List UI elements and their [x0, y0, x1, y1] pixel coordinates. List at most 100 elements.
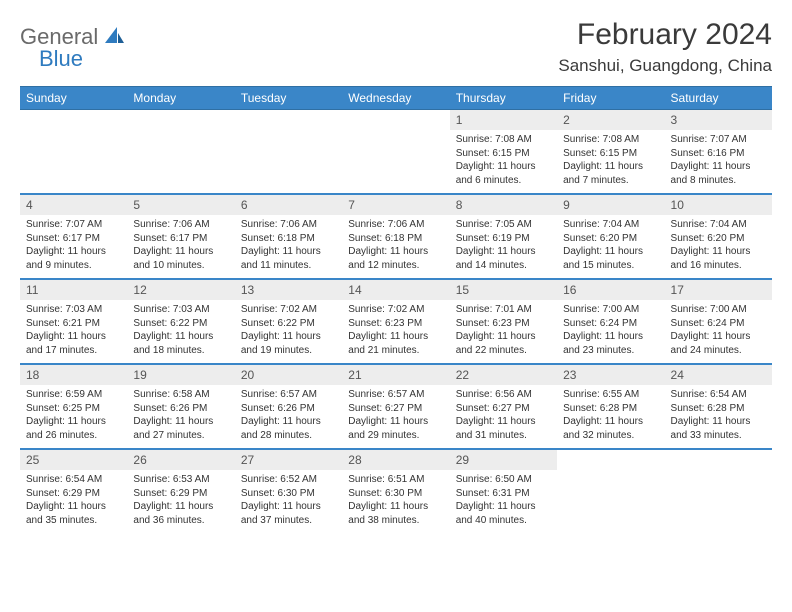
sunset-text: Sunset: 6:29 PM [26, 487, 121, 501]
daylight-text: Daylight: 11 hours and 21 minutes. [348, 330, 443, 357]
day-details [342, 130, 449, 186]
day-number: 25 [20, 450, 127, 470]
dow-saturday: Saturday [665, 87, 772, 110]
sunrise-text: Sunrise: 7:00 AM [563, 303, 658, 317]
daylight-text: Daylight: 11 hours and 14 minutes. [456, 245, 551, 272]
day-details [557, 470, 664, 526]
day-details: Sunrise: 7:00 AMSunset: 6:24 PMDaylight:… [665, 300, 772, 363]
sunset-text: Sunset: 6:24 PM [671, 317, 766, 331]
day-details: Sunrise: 7:08 AMSunset: 6:15 PMDaylight:… [450, 130, 557, 193]
sunset-text: Sunset: 6:30 PM [348, 487, 443, 501]
sunset-text: Sunset: 6:28 PM [671, 402, 766, 416]
sunset-text: Sunset: 6:27 PM [456, 402, 551, 416]
calendar-day-cell: 8Sunrise: 7:05 AMSunset: 6:19 PMDaylight… [450, 194, 557, 279]
calendar-body: 1Sunrise: 7:08 AMSunset: 6:15 PMDaylight… [20, 110, 772, 534]
day-number: 10 [665, 195, 772, 215]
sunrise-text: Sunrise: 7:08 AM [563, 133, 658, 147]
day-details: Sunrise: 7:03 AMSunset: 6:21 PMDaylight:… [20, 300, 127, 363]
calendar-day-cell: 7Sunrise: 7:06 AMSunset: 6:18 PMDaylight… [342, 194, 449, 279]
calendar-day-cell: 14Sunrise: 7:02 AMSunset: 6:23 PMDayligh… [342, 279, 449, 364]
sunrise-text: Sunrise: 7:08 AM [456, 133, 551, 147]
day-details: Sunrise: 6:59 AMSunset: 6:25 PMDaylight:… [20, 385, 127, 448]
day-number [127, 110, 234, 130]
daylight-text: Daylight: 11 hours and 10 minutes. [133, 245, 228, 272]
calendar-day-cell [235, 110, 342, 195]
day-number: 22 [450, 365, 557, 385]
sunrise-text: Sunrise: 7:03 AM [26, 303, 121, 317]
day-details: Sunrise: 7:00 AMSunset: 6:24 PMDaylight:… [557, 300, 664, 363]
day-details: Sunrise: 7:05 AMSunset: 6:19 PMDaylight:… [450, 215, 557, 278]
calendar-day-cell: 5Sunrise: 7:06 AMSunset: 6:17 PMDaylight… [127, 194, 234, 279]
sunrise-text: Sunrise: 7:04 AM [671, 218, 766, 232]
title-block: February 2024 Sanshui, Guangdong, China [558, 18, 772, 76]
sunrise-text: Sunrise: 7:07 AM [26, 218, 121, 232]
sunrise-text: Sunrise: 7:07 AM [671, 133, 766, 147]
day-number: 4 [20, 195, 127, 215]
day-number [235, 110, 342, 130]
day-number: 16 [557, 280, 664, 300]
day-number: 18 [20, 365, 127, 385]
sunrise-text: Sunrise: 6:56 AM [456, 388, 551, 402]
header-bar: General February 2024 Sanshui, Guangdong… [20, 18, 772, 76]
daylight-text: Daylight: 11 hours and 18 minutes. [133, 330, 228, 357]
sunset-text: Sunset: 6:24 PM [563, 317, 658, 331]
sunset-text: Sunset: 6:18 PM [241, 232, 336, 246]
calendar-day-cell: 21Sunrise: 6:57 AMSunset: 6:27 PMDayligh… [342, 364, 449, 449]
calendar-day-cell: 23Sunrise: 6:55 AMSunset: 6:28 PMDayligh… [557, 364, 664, 449]
dow-monday: Monday [127, 87, 234, 110]
day-details: Sunrise: 6:53 AMSunset: 6:29 PMDaylight:… [127, 470, 234, 533]
sunset-text: Sunset: 6:20 PM [563, 232, 658, 246]
dow-sunday: Sunday [20, 87, 127, 110]
sunset-text: Sunset: 6:29 PM [133, 487, 228, 501]
calendar-day-cell: 1Sunrise: 7:08 AMSunset: 6:15 PMDaylight… [450, 110, 557, 195]
daylight-text: Daylight: 11 hours and 19 minutes. [241, 330, 336, 357]
daylight-text: Daylight: 11 hours and 37 minutes. [241, 500, 336, 527]
day-number: 15 [450, 280, 557, 300]
sunset-text: Sunset: 6:21 PM [26, 317, 121, 331]
daylight-text: Daylight: 11 hours and 11 minutes. [241, 245, 336, 272]
sunrise-text: Sunrise: 6:54 AM [26, 473, 121, 487]
day-details: Sunrise: 6:54 AMSunset: 6:29 PMDaylight:… [20, 470, 127, 533]
calendar-day-cell: 2Sunrise: 7:08 AMSunset: 6:15 PMDaylight… [557, 110, 664, 195]
sunrise-text: Sunrise: 6:52 AM [241, 473, 336, 487]
day-number: 11 [20, 280, 127, 300]
day-details: Sunrise: 7:04 AMSunset: 6:20 PMDaylight:… [557, 215, 664, 278]
daylight-text: Daylight: 11 hours and 31 minutes. [456, 415, 551, 442]
day-details: Sunrise: 7:07 AMSunset: 6:17 PMDaylight:… [20, 215, 127, 278]
sunrise-text: Sunrise: 6:58 AM [133, 388, 228, 402]
day-details: Sunrise: 7:08 AMSunset: 6:15 PMDaylight:… [557, 130, 664, 193]
day-number: 29 [450, 450, 557, 470]
sunrise-text: Sunrise: 7:02 AM [348, 303, 443, 317]
daylight-text: Daylight: 11 hours and 27 minutes. [133, 415, 228, 442]
calendar-day-cell: 15Sunrise: 7:01 AMSunset: 6:23 PMDayligh… [450, 279, 557, 364]
day-details: Sunrise: 6:56 AMSunset: 6:27 PMDaylight:… [450, 385, 557, 448]
daylight-text: Daylight: 11 hours and 36 minutes. [133, 500, 228, 527]
day-details: Sunrise: 7:02 AMSunset: 6:22 PMDaylight:… [235, 300, 342, 363]
day-number: 12 [127, 280, 234, 300]
calendar-week-row: 4Sunrise: 7:07 AMSunset: 6:17 PMDaylight… [20, 194, 772, 279]
sunrise-text: Sunrise: 6:57 AM [348, 388, 443, 402]
calendar-day-cell: 24Sunrise: 6:54 AMSunset: 6:28 PMDayligh… [665, 364, 772, 449]
calendar-day-cell: 17Sunrise: 7:00 AMSunset: 6:24 PMDayligh… [665, 279, 772, 364]
day-details: Sunrise: 6:58 AMSunset: 6:26 PMDaylight:… [127, 385, 234, 448]
calendar-day-cell: 4Sunrise: 7:07 AMSunset: 6:17 PMDaylight… [20, 194, 127, 279]
calendar-day-cell: 13Sunrise: 7:02 AMSunset: 6:22 PMDayligh… [235, 279, 342, 364]
day-number: 6 [235, 195, 342, 215]
sunset-text: Sunset: 6:26 PM [133, 402, 228, 416]
calendar-day-cell: 29Sunrise: 6:50 AMSunset: 6:31 PMDayligh… [450, 449, 557, 533]
dow-thursday: Thursday [450, 87, 557, 110]
sunset-text: Sunset: 6:26 PM [241, 402, 336, 416]
sunset-text: Sunset: 6:23 PM [456, 317, 551, 331]
day-number: 9 [557, 195, 664, 215]
daylight-text: Daylight: 11 hours and 23 minutes. [563, 330, 658, 357]
calendar-day-cell: 3Sunrise: 7:07 AMSunset: 6:16 PMDaylight… [665, 110, 772, 195]
sunrise-text: Sunrise: 7:06 AM [133, 218, 228, 232]
month-title: February 2024 [558, 18, 772, 52]
day-number [20, 110, 127, 130]
sunset-text: Sunset: 6:18 PM [348, 232, 443, 246]
sunset-text: Sunset: 6:31 PM [456, 487, 551, 501]
day-details: Sunrise: 6:51 AMSunset: 6:30 PMDaylight:… [342, 470, 449, 533]
daylight-text: Daylight: 11 hours and 24 minutes. [671, 330, 766, 357]
sunset-text: Sunset: 6:17 PM [133, 232, 228, 246]
daylight-text: Daylight: 11 hours and 9 minutes. [26, 245, 121, 272]
